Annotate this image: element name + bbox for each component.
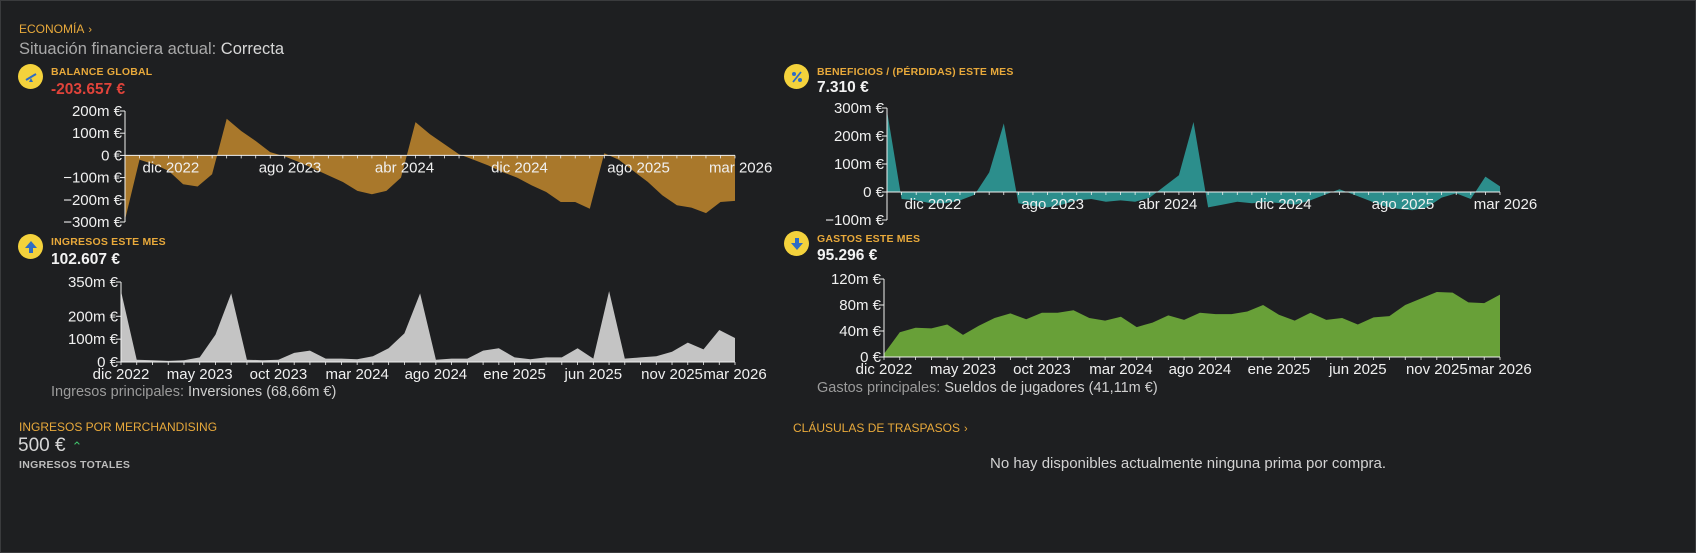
balance-x-tick-label: mar 2026 (709, 159, 772, 176)
income-area-series (121, 291, 735, 362)
financial-status: Situación financiera actual: Correcta (19, 40, 284, 59)
profit-x-tick-label: abr 2024 (1138, 196, 1197, 213)
profit-value: 7.310 € (817, 79, 869, 96)
income-x-tick-label: dic 2022 (93, 366, 150, 383)
expenses-y-tick-label: 40m € (839, 323, 881, 340)
income-x-tick-label: mar 2024 (325, 366, 388, 383)
income-x-tick-label: may 2023 (167, 366, 233, 383)
profit-y-tick-label: 300m € (834, 100, 885, 117)
transfer-empty-message: No hay disponibles actualmente ninguna p… (990, 455, 1387, 472)
balance-y-tick-label: −300m € (63, 214, 122, 231)
expenses-y-tick-label: 120m € (831, 271, 882, 288)
income-label: INGRESOS ESTE MES (51, 236, 166, 248)
income-main-value: Inversiones (68,66m €) (188, 384, 337, 400)
expenses-main-label: Gastos principales: (817, 380, 941, 396)
economy-section-link[interactable]: ECONOMÍA › (19, 22, 92, 36)
profit-x-tick-label: ago 2023 (1021, 196, 1084, 213)
balance-x-tick-label: abr 2024 (375, 159, 434, 176)
economy-link-label: ECONOMÍA (19, 22, 85, 36)
expenses-x-tick-label: nov 2025 (1406, 361, 1468, 378)
profit-y-tick-label: 200m € (834, 128, 885, 145)
income-y-tick-label: 350m € (68, 274, 119, 291)
income-x-tick-label: mar 2026 (703, 366, 766, 383)
income-main-label: Ingresos principales: (51, 384, 184, 400)
profit-x-tick-label: mar 2026 (1474, 196, 1537, 213)
transfer-clauses-label: CLÁUSULAS DE TRASPASOS (793, 421, 960, 435)
expenses-x-tick-label: ene 2025 (1248, 361, 1311, 378)
balance-label: BALANCE GLOBAL (51, 66, 153, 78)
expenses-x-tick-label: ago 2024 (1169, 361, 1232, 378)
chevron-right-icon: › (88, 24, 93, 36)
balance-y-tick-label: 100m € (72, 125, 123, 142)
profit-x-tick-label: dic 2022 (905, 196, 962, 213)
expenses-y-tick-label: 80m € (839, 297, 881, 314)
income-main-source: Ingresos principales: Inversiones (68,66… (51, 384, 336, 400)
balance-area-series (125, 118, 735, 220)
balance-x-tick-label: ago 2025 (607, 159, 670, 176)
balance-x-tick-label: ago 2023 (259, 159, 322, 176)
expenses-x-tick-label: mar 2024 (1089, 361, 1152, 378)
balance-y-tick-label: −100m € (63, 170, 122, 187)
balance-x-tick-label: dic 2022 (143, 159, 200, 176)
merchandising-title: INGRESOS POR MERCHANDISING (19, 420, 218, 434)
income-x-tick-label: oct 2023 (250, 366, 308, 383)
merchandising-subtitle: INGRESOS TOTALES (19, 459, 131, 471)
merchandising-value: 500 € (18, 435, 66, 456)
balance-x-tick-label: dic 2024 (491, 159, 548, 176)
transfer-clauses-link[interactable]: CLÁUSULAS DE TRASPASOS › (793, 421, 968, 435)
income-x-tick-label: nov 2025 (641, 366, 703, 383)
expenses-x-tick-label: dic 2022 (856, 361, 913, 378)
expenses-x-tick-label: mar 2026 (1468, 361, 1531, 378)
profit-area-series (887, 110, 1500, 211)
income-x-tick-label: ago 2024 (405, 366, 468, 383)
income-y-tick-label: 200m € (68, 308, 119, 325)
expenses-area-series (884, 292, 1500, 357)
trend-up-icon: ⌃ (71, 439, 83, 454)
expenses-main-source: Gastos principales: Sueldos de jugadores… (817, 380, 1158, 396)
status-value: Correcta (220, 40, 285, 58)
expenses-x-tick-label: may 2023 (930, 361, 996, 378)
income-value: 102.607 € (51, 251, 120, 268)
percent-icon (784, 64, 809, 89)
expenses-label: GASTOS ESTE MES (817, 233, 921, 245)
income-y-tick-label: 100m € (68, 331, 119, 348)
expenses-y-tick-label: 0 € (860, 349, 882, 366)
income-y-tick-label: 0 € (97, 354, 119, 371)
profit-y-tick-label: −100m € (825, 212, 884, 229)
status-label: Situación financiera actual: (19, 40, 217, 58)
arrow-up-icon (18, 234, 43, 259)
profit-y-tick-label: 100m € (834, 156, 885, 173)
balance-y-tick-label: 200m € (72, 103, 123, 120)
profit-label: BENEFICIOS / (PÉRDIDAS) ESTE MES (817, 66, 1014, 78)
balance-y-tick-label: −200m € (63, 192, 122, 209)
expenses-main-value: Sueldos de jugadores (41,11m €) (944, 380, 1158, 396)
arrow-down-icon (784, 231, 809, 256)
profit-x-tick-label: dic 2024 (1255, 196, 1312, 213)
income-x-tick-label: ene 2025 (483, 366, 546, 383)
merchandising-value-row: 500 € ⌃ (18, 435, 82, 457)
scale-icon (18, 64, 43, 89)
profit-x-tick-label: ago 2025 (1372, 196, 1435, 213)
income-x-tick-label: jun 2025 (564, 366, 623, 383)
profit-y-tick-label: 0 € (863, 184, 885, 201)
expenses-x-tick-label: oct 2023 (1013, 361, 1071, 378)
balance-value: -203.657 € (51, 81, 126, 98)
expenses-x-tick-label: jun 2025 (1328, 361, 1387, 378)
expenses-value: 95.296 € (817, 247, 878, 264)
balance-y-tick-label: 0 € (101, 147, 123, 164)
chevron-right-icon: › (963, 423, 968, 435)
